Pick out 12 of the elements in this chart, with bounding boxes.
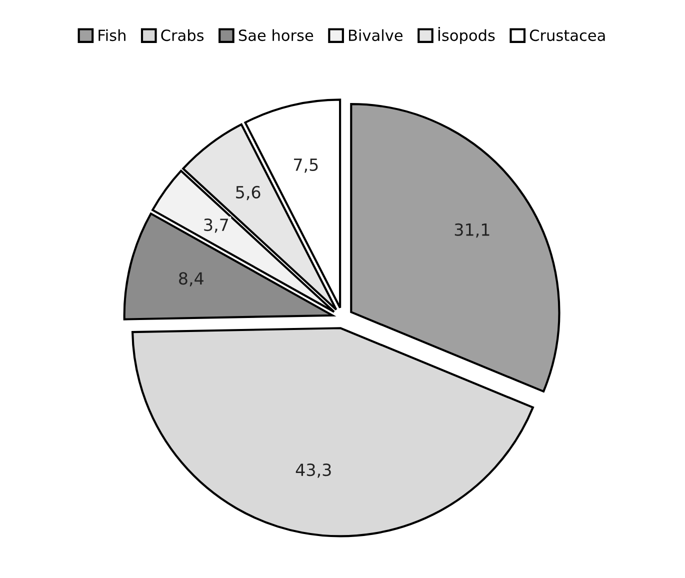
- legend-label: Crustacea: [530, 30, 605, 42]
- data-label: 7,5: [294, 158, 318, 173]
- legend-label: İsopods: [438, 26, 495, 44]
- legend-label: Sae horse: [238, 29, 314, 42]
- data-label: 5,6: [236, 186, 260, 200]
- data-label: 31,1: [454, 223, 490, 238]
- legend-label: Crabs: [161, 29, 204, 42]
- data-label: 43,3: [296, 463, 331, 478]
- data-label: 8,4: [179, 272, 204, 286]
- legend-label: Fish: [98, 29, 126, 42]
- data-label: 3,7: [204, 218, 228, 233]
- legend-label: Bivalve: [349, 29, 403, 42]
